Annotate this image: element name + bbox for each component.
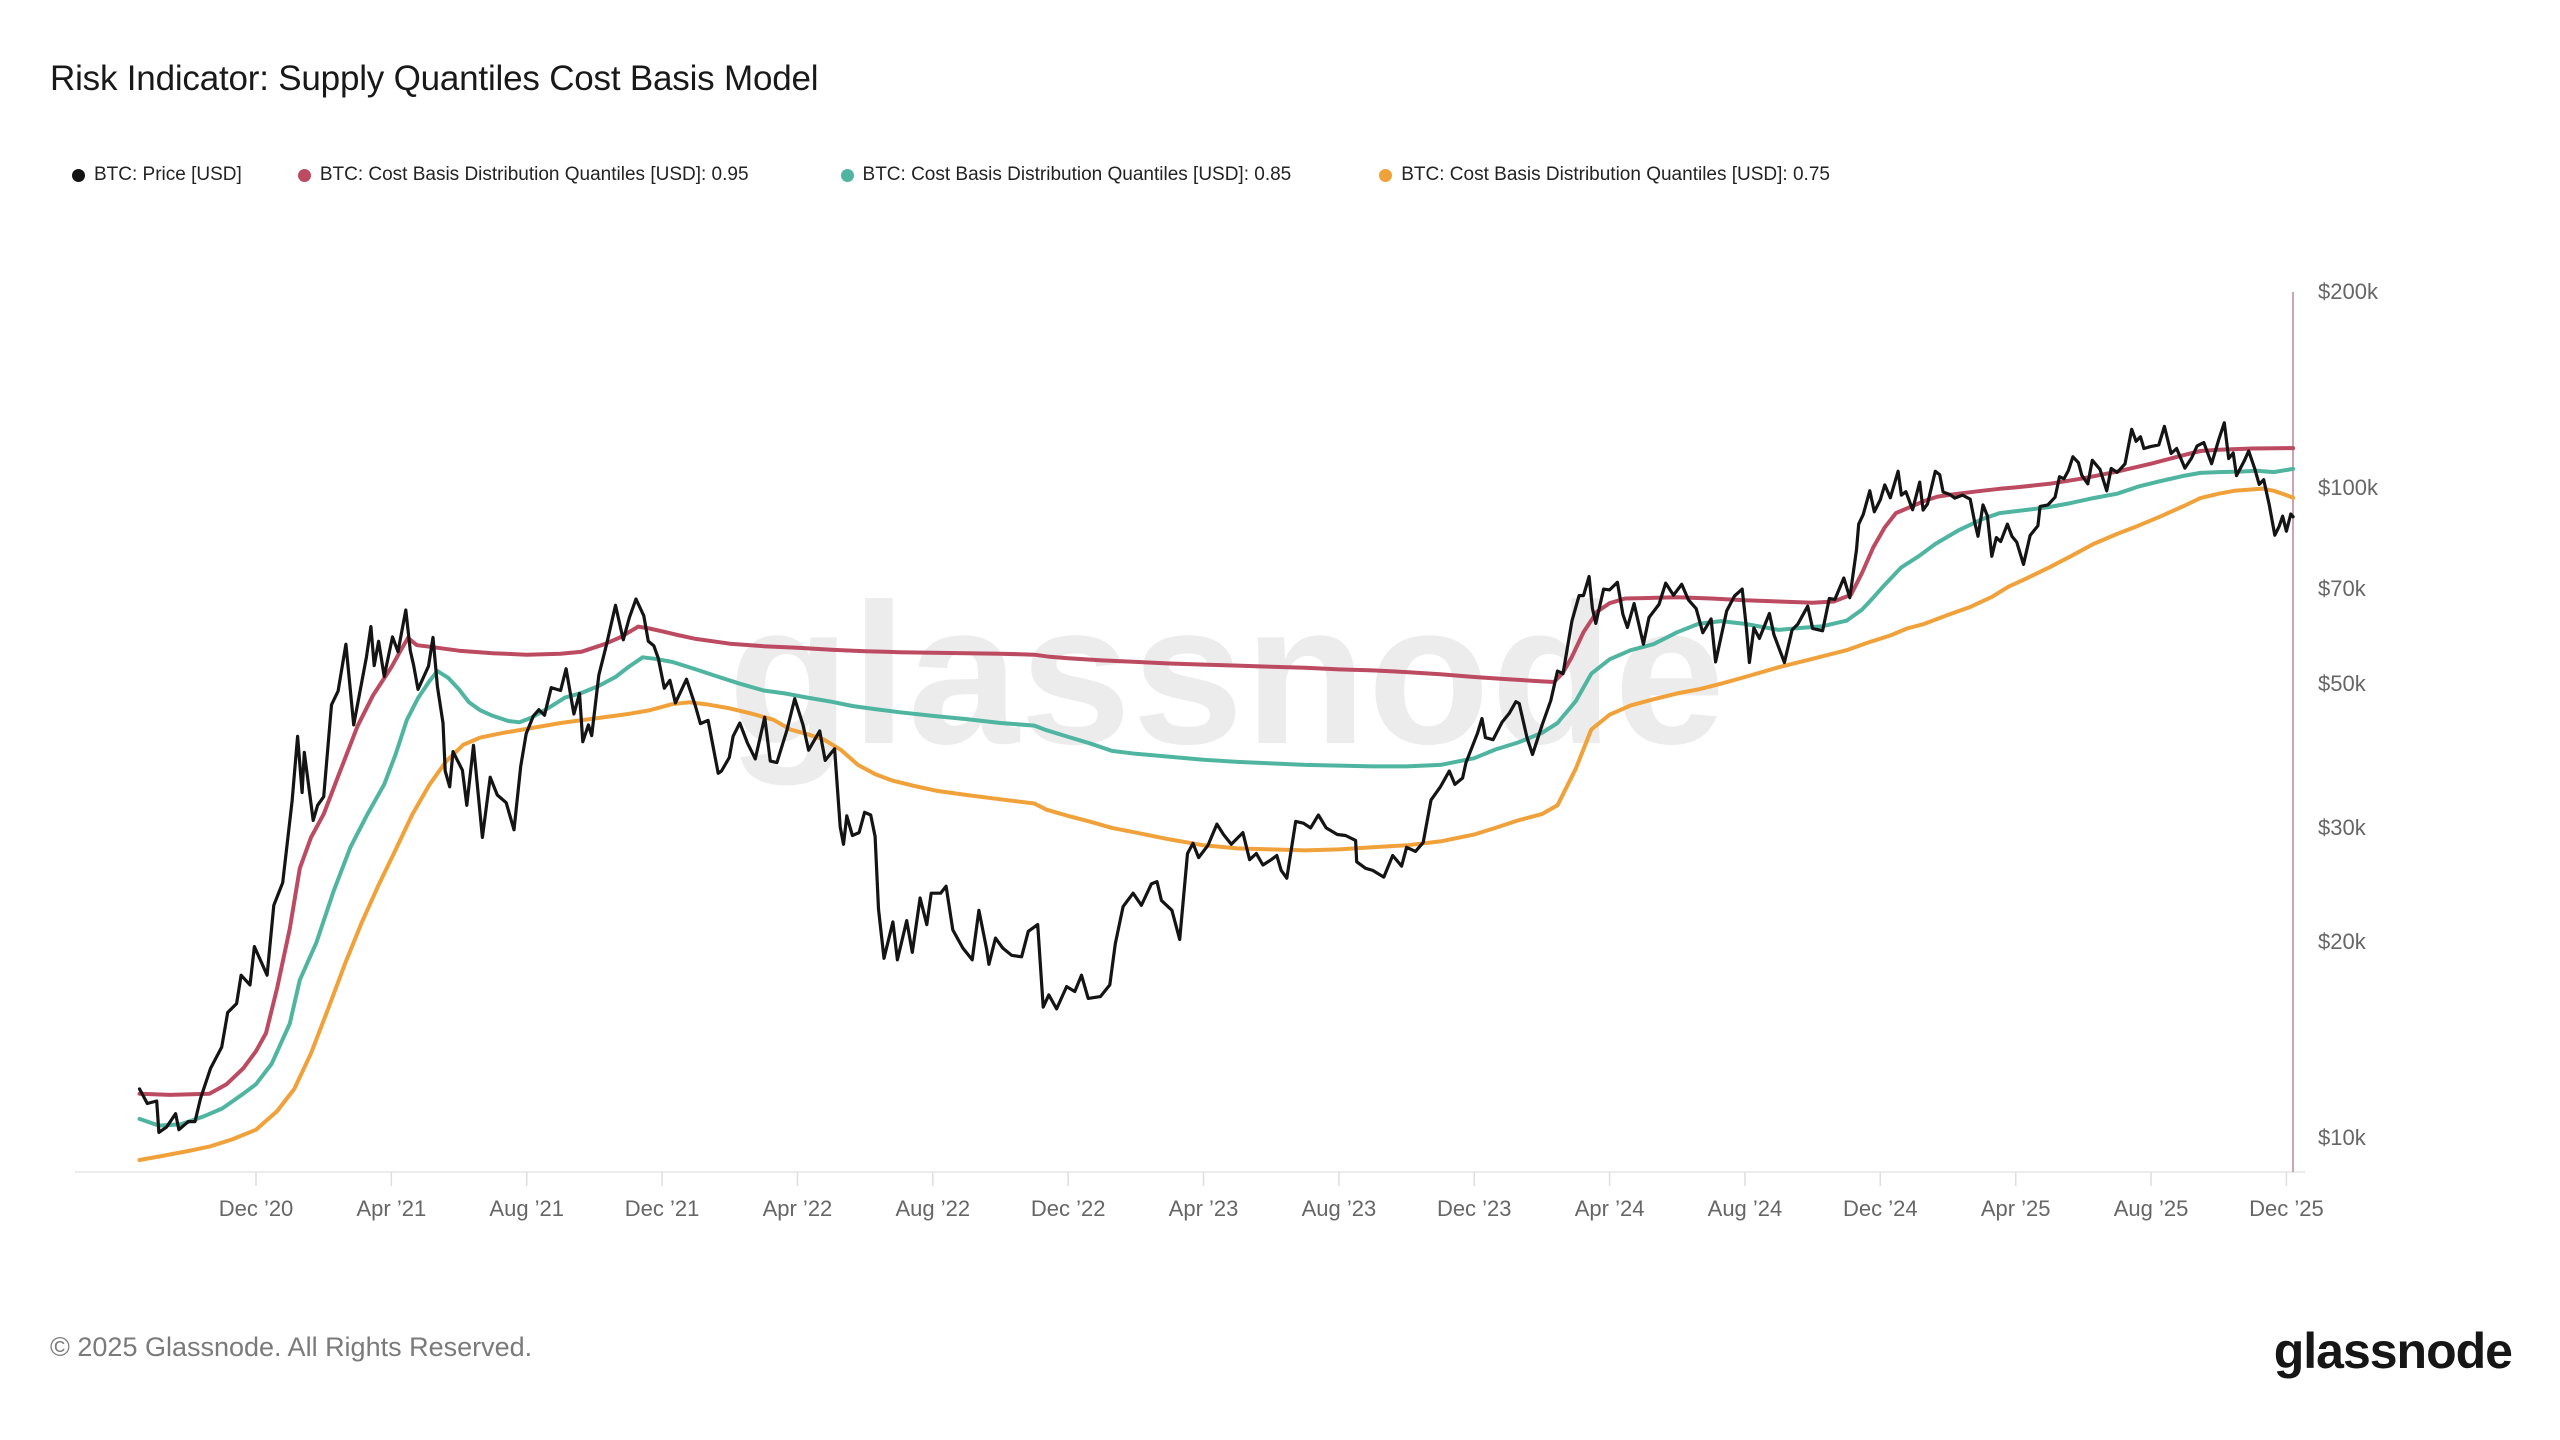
- series-line: [137, 421, 2295, 1135]
- x-tick-label: Aug ’25: [2113, 1196, 2189, 1221]
- y-tick-label: $100k: [2318, 475, 2378, 500]
- legend-color-dot-icon: [297, 168, 311, 182]
- series-line: [137, 486, 2296, 1162]
- legend-color-dot-icon: [72, 168, 85, 182]
- series-line: [137, 466, 2296, 1128]
- series-line: [137, 446, 2296, 1097]
- y-tick-label: $200k: [2318, 279, 2378, 305]
- x-tick-label: Apr ’21: [356, 1196, 427, 1221]
- x-tick-label: Aug ’23: [1301, 1196, 1377, 1221]
- legend-color-dot-icon: [840, 168, 854, 182]
- x-tick-label: Dec ’23: [1436, 1196, 1512, 1221]
- x-tick-label: Aug ’24: [1707, 1196, 1783, 1221]
- y-tick-label: $70k: [2318, 575, 2366, 601]
- x-tick-label: Aug ’22: [895, 1196, 971, 1221]
- legend-item[interactable]: BTC: Cost Basis Distribution Quantiles […: [297, 164, 749, 186]
- legend-color-dot-icon: [1379, 168, 1393, 182]
- legend-label: BTC: Cost Basis Distribution Quantiles […: [1401, 164, 1830, 185]
- x-tick-label: Apr ’23: [1168, 1196, 1239, 1221]
- y-tick-label: $50k: [2318, 670, 2366, 696]
- legend-item[interactable]: BTC: Cost Basis Distribution Quantiles […: [840, 164, 1292, 186]
- legend-label: BTC: Cost Basis Distribution Quantiles […: [319, 164, 749, 185]
- y-tick-label: $10k: [2318, 1125, 2366, 1150]
- y-tick-label: $20k: [2318, 929, 2366, 955]
- x-tick-label: Apr ’22: [762, 1196, 833, 1221]
- x-tick-label: Dec ’22: [1030, 1196, 1106, 1221]
- x-tick-label: Dec ’20: [218, 1196, 294, 1221]
- legend-label: BTC: Cost Basis Distribution Quantiles […: [862, 164, 1292, 185]
- copyright-text: © 2025 Glassnode. All Rights Reserved.: [50, 1332, 533, 1362]
- chart-legend: BTC: Price [USD] BTC: Cost Basis Distribu…: [72, 164, 1830, 186]
- legend-item[interactable]: BTC: Cost Basis Distribution Quantiles […: [1379, 164, 1830, 186]
- page-title: Risk Indicator: Supply Quantiles Cost Ba…: [50, 59, 819, 99]
- x-tick-label: Dec ’24: [1843, 1196, 1918, 1221]
- legend-label: BTC: Price [USD]: [94, 164, 242, 185]
- x-tick-label: Apr ’25: [1980, 1196, 2051, 1221]
- x-tick-label: Dec ’25: [2249, 1196, 2324, 1221]
- legend-item[interactable]: BTC: Price [USD]: [72, 164, 242, 186]
- x-tick-label: Dec ’21: [624, 1196, 700, 1221]
- glassnode-logo: glassnode: [2273, 1323, 2513, 1379]
- x-tick-label: Aug ’21: [489, 1196, 565, 1221]
- y-tick-label: $30k: [2318, 814, 2366, 840]
- x-tick-label: Apr ’24: [1574, 1196, 1645, 1221]
